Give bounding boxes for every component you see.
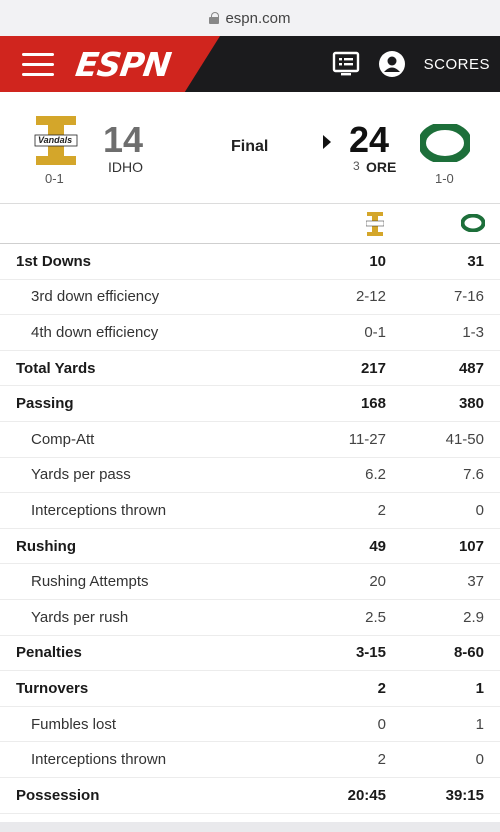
stat-row: Possession 20:45 39:15	[0, 778, 500, 814]
stat-label: 1st Downs	[16, 252, 92, 270]
stat-away-value: 10	[369, 252, 386, 270]
stat-label: Yards per pass	[31, 466, 131, 484]
stat-label: 3rd down efficiency	[31, 288, 160, 306]
stat-label: Yards per rush	[31, 608, 129, 626]
stat-home-value: 7.6	[463, 466, 484, 484]
stat-away-value: 2	[377, 679, 386, 697]
stat-away-value: 0	[377, 715, 386, 733]
stat-label: Turnovers	[16, 679, 89, 697]
stat-away-value: 20:45	[347, 786, 386, 804]
stat-away-value: 2-12	[355, 288, 386, 306]
stat-home-value: 380	[458, 395, 484, 413]
menu-icon[interactable]	[22, 52, 54, 76]
stat-row: 3rd down efficiency 2-12 7-16	[0, 280, 500, 316]
bottom-bar	[0, 822, 500, 832]
away-abbr: IDHO	[108, 159, 143, 175]
stat-label: Fumbles lost	[31, 715, 117, 733]
home-score: 24	[349, 119, 390, 160]
game-header[interactable]: Vandals 0-1 14 IDHO Final 24 3 ORE 1-0	[0, 92, 500, 204]
away-record: 0-1	[45, 171, 64, 186]
stat-home-value: 2.9	[463, 608, 484, 626]
espn-logo[interactable]: ESPN	[73, 45, 173, 84]
stat-label: Rushing Attempts	[31, 573, 149, 591]
browser-url-bar[interactable]: espn.com	[0, 0, 500, 36]
stat-row: Passing 168 380	[0, 386, 500, 422]
stat-row: Interceptions thrown 2 0	[0, 742, 500, 778]
stat-away-value: 0-1	[364, 323, 386, 341]
stat-away-value: 2	[377, 501, 386, 519]
stat-home-value: 487	[458, 359, 484, 377]
home-record: 1-0	[435, 171, 454, 186]
stat-row: Comp-Att 11-27 41-50	[0, 422, 500, 458]
scores-link[interactable]: SCORES	[423, 55, 490, 73]
stat-row: 1st Downs 10 31	[0, 244, 500, 280]
stat-label: Interceptions thrown	[31, 501, 167, 519]
stat-away-value: 20	[369, 573, 386, 591]
stat-row: Interceptions thrown 2 0	[0, 493, 500, 529]
stat-label: Penalties	[16, 644, 82, 662]
stat-label: 4th down efficiency	[31, 323, 159, 341]
stat-home-value: 1-3	[462, 323, 484, 341]
stat-row: Penalties 3-15 8-60	[0, 636, 500, 672]
stat-label: Possession	[16, 786, 100, 804]
stat-label: Interceptions thrown	[31, 751, 167, 769]
stat-home-value: 0	[475, 501, 484, 519]
oregon-logo-small	[460, 213, 486, 237]
scoreboard-icon[interactable]	[332, 50, 360, 78]
lock-icon	[209, 12, 220, 24]
stat-label: Total Yards	[16, 359, 96, 377]
stat-away-value: 168	[360, 395, 386, 413]
game-status: Final	[231, 138, 269, 155]
stat-away-value: 3-15	[355, 644, 386, 662]
stat-row: Turnovers 2 1	[0, 671, 500, 707]
stat-home-value: 31	[467, 252, 484, 270]
idaho-logo-small	[365, 212, 385, 241]
stat-away-value: 49	[369, 537, 386, 555]
top-navigation: ESPN SCORES	[0, 36, 500, 92]
stat-row: Total Yards 217 487	[0, 351, 500, 387]
oregon-logo[interactable]	[418, 122, 472, 164]
stat-away-value: 2	[377, 751, 386, 769]
stat-home-value: 8-60	[453, 644, 484, 662]
stat-row: Rushing Attempts 20 37	[0, 564, 500, 600]
stat-row: Rushing 49 107	[0, 529, 500, 565]
stat-label: Comp-Att	[31, 430, 95, 448]
team-stats-table: 1st Downs 10 31 3rd down efficiency 2-12 7-16…	[0, 204, 500, 814]
url-text: espn.com	[225, 9, 291, 27]
stat-away-value: 11-27	[348, 430, 386, 448]
stat-away-value: 217	[360, 359, 386, 377]
stat-row: Yards per pass 6.2 7.6	[0, 458, 500, 494]
stat-home-value: 41-50	[445, 430, 484, 448]
stat-row: 4th down efficiency 0-1 1-3	[0, 315, 500, 351]
stat-row: Fumbles lost 0 1	[0, 707, 500, 743]
winner-arrow-icon	[323, 135, 331, 149]
idaho-logo[interactable]: Vandals	[34, 116, 78, 165]
stat-away-value: 6.2	[365, 466, 386, 484]
stat-away-value: 2.5	[365, 608, 386, 626]
away-score: 14	[103, 119, 144, 160]
stat-label: Rushing	[16, 537, 76, 555]
stat-home-value: 39:15	[445, 786, 484, 804]
stats-header	[0, 204, 500, 244]
stat-home-value: 1	[475, 679, 484, 697]
home-abbr: ORE	[366, 159, 397, 175]
stat-home-value: 37	[467, 573, 484, 591]
idaho-logo-text: Vandals	[38, 135, 73, 145]
stat-home-value: 107	[458, 537, 484, 555]
profile-icon[interactable]	[378, 50, 406, 78]
stat-row: Yards per rush 2.5 2.9	[0, 600, 500, 636]
stat-home-value: 0	[475, 751, 484, 769]
stat-home-value: 1	[475, 715, 484, 733]
stat-home-value: 7-16	[453, 288, 484, 306]
stat-label: Passing	[16, 395, 74, 413]
home-rank: 3	[353, 159, 360, 173]
